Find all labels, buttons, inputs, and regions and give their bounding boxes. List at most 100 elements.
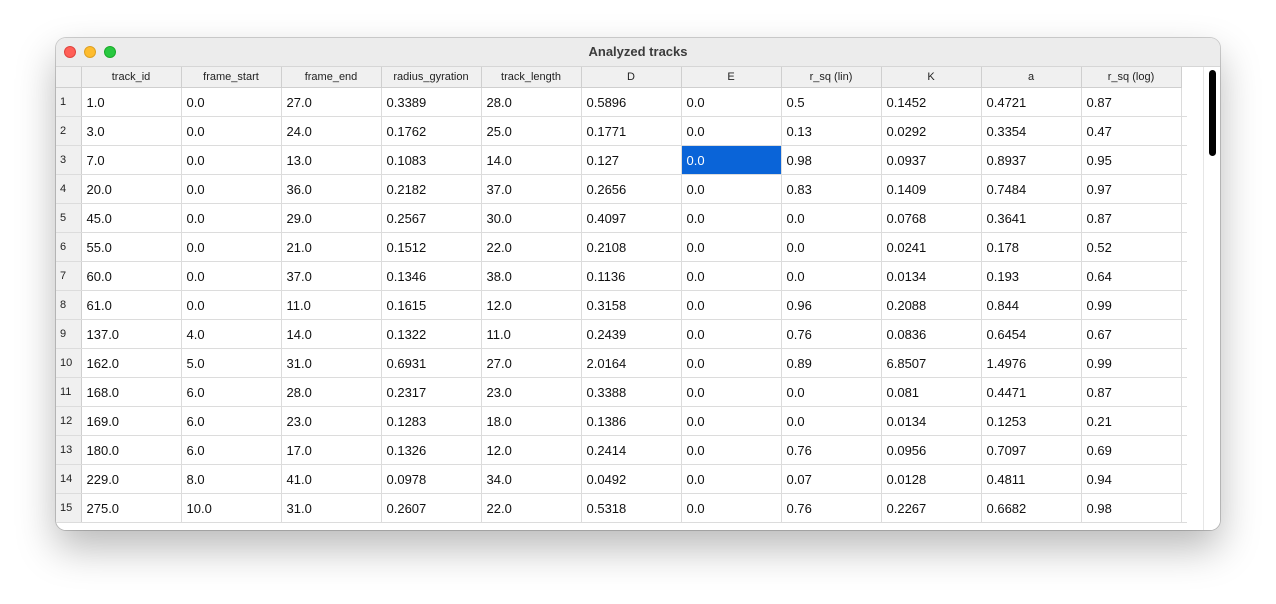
table-cell[interactable]: 17.0 — [281, 435, 382, 465]
table-cell[interactable]: 11.0 — [481, 319, 582, 349]
table-cell[interactable]: 0.3389 — [381, 87, 482, 117]
table-cell[interactable]: 28.0 — [481, 87, 582, 117]
table-cell[interactable]: 0.89 — [781, 348, 882, 378]
table-cell[interactable]: 22.0 — [481, 232, 582, 262]
table-cell[interactable]: 0.1615 — [381, 290, 482, 320]
table-cell[interactable]: 229.0 — [81, 464, 182, 494]
table-cell[interactable]: 0.0 — [681, 232, 782, 262]
table-cell[interactable]: 0.2088 — [881, 290, 982, 320]
table-cell[interactable]: 0.0241 — [881, 232, 982, 262]
table-cell[interactable]: 0.5 — [781, 87, 882, 117]
table-cell[interactable]: 23.0 — [281, 406, 382, 436]
table-cell[interactable]: 4.0 — [181, 319, 282, 349]
column-header[interactable]: radius_gyration — [381, 67, 482, 88]
table-cell[interactable]: 0.07 — [781, 464, 882, 494]
table-cell[interactable]: 1.4976 — [981, 348, 1082, 378]
table-cell[interactable]: 37.0 — [481, 174, 582, 204]
table-cell[interactable]: 0.5318 — [581, 493, 682, 523]
table-cell[interactable]: 0.0 — [781, 261, 882, 291]
table-cell[interactable]: 0.2656 — [581, 174, 682, 204]
table-cell[interactable]: 0.98 — [781, 145, 882, 175]
table-cell[interactable]: 0.2108 — [581, 232, 682, 262]
table-cell[interactable]: 0.0134 — [881, 261, 982, 291]
table-cell[interactable]: 0.1452 — [881, 87, 982, 117]
table-cell[interactable]: 0.0 — [781, 232, 882, 262]
table-cell[interactable]: 0.1762 — [381, 116, 482, 146]
table-cell[interactable]: 0.0 — [181, 145, 282, 175]
table-cell[interactable]: 0.1346 — [381, 261, 482, 291]
column-header[interactable]: r_sq (lin) — [781, 67, 882, 88]
minimize-window-button[interactable] — [84, 46, 96, 58]
table-cell[interactable]: 2.0164 — [581, 348, 682, 378]
table-cell[interactable]: 0.0 — [681, 319, 782, 349]
row-header[interactable]: 14 — [56, 464, 82, 494]
table-cell[interactable]: 0.193 — [981, 261, 1082, 291]
table-cell[interactable]: 0.127 — [581, 145, 682, 175]
table-cell[interactable]: 0.99 — [1081, 348, 1182, 378]
table-cell[interactable]: 0.76 — [781, 319, 882, 349]
column-header[interactable]: frame_start — [181, 67, 282, 88]
column-header[interactable]: frame_end — [281, 67, 382, 88]
table-cell[interactable]: 0.4471 — [981, 377, 1082, 407]
row-header[interactable]: 7 — [56, 261, 82, 291]
table-cell[interactable]: 0.0 — [181, 290, 282, 320]
table-cell[interactable]: 0.4811 — [981, 464, 1082, 494]
table-cell[interactable]: 0.0 — [181, 87, 282, 117]
table-cell[interactable]: 0.13 — [781, 116, 882, 146]
table-cell[interactable]: 0.2182 — [381, 174, 482, 204]
column-header[interactable]: E — [681, 67, 782, 88]
table-cell[interactable]: 0.1512 — [381, 232, 482, 262]
title-bar[interactable]: Analyzed tracks — [56, 38, 1220, 67]
table-cell[interactable]: 0.0 — [681, 493, 782, 523]
table-cell[interactable]: 168.0 — [81, 377, 182, 407]
table-cell[interactable]: 24.0 — [281, 116, 382, 146]
table-cell[interactable]: 55.0 — [81, 232, 182, 262]
table-cell[interactable]: 0.0 — [181, 261, 282, 291]
table-cell[interactable]: 0.87 — [1081, 87, 1182, 117]
table-cell[interactable]: 31.0 — [281, 493, 382, 523]
table-cell[interactable]: 0.0 — [681, 261, 782, 291]
table-cell[interactable]: 0.0 — [681, 145, 782, 175]
column-header[interactable]: track_id — [81, 67, 182, 88]
table-cell[interactable]: 0.2567 — [381, 203, 482, 233]
table-cell[interactable]: 0.0 — [181, 232, 282, 262]
table-cell[interactable]: 14.0 — [481, 145, 582, 175]
table-cell[interactable]: 0.2267 — [881, 493, 982, 523]
table-cell[interactable]: 169.0 — [81, 406, 182, 436]
table-cell[interactable]: 0.1083 — [381, 145, 482, 175]
table-cell[interactable]: 180.0 — [81, 435, 182, 465]
table-cell[interactable]: 0.081 — [881, 377, 982, 407]
row-header[interactable]: 4 — [56, 174, 82, 204]
table-cell[interactable]: 29.0 — [281, 203, 382, 233]
table-cell[interactable]: 0.1386 — [581, 406, 682, 436]
table-cell[interactable]: 0.76 — [781, 435, 882, 465]
table-cell[interactable]: 30.0 — [481, 203, 582, 233]
table-cell[interactable]: 31.0 — [281, 348, 382, 378]
table-cell[interactable]: 8.0 — [181, 464, 282, 494]
table-cell[interactable]: 0.2607 — [381, 493, 482, 523]
row-header[interactable]: 5 — [56, 203, 82, 233]
row-header[interactable]: 9 — [56, 319, 82, 349]
table-cell[interactable]: 13.0 — [281, 145, 382, 175]
table-cell[interactable]: 0.47 — [1081, 116, 1182, 146]
table-cell[interactable]: 0.96 — [781, 290, 882, 320]
table-cell[interactable]: 25.0 — [481, 116, 582, 146]
row-header[interactable]: 6 — [56, 232, 82, 262]
table-cell[interactable]: 0.0 — [181, 116, 282, 146]
table-cell[interactable]: 10.0 — [181, 493, 282, 523]
table-cell[interactable]: 0.0768 — [881, 203, 982, 233]
row-header[interactable]: 11 — [56, 377, 82, 407]
table-cell[interactable]: 0.4097 — [581, 203, 682, 233]
table-cell[interactable]: 6.0 — [181, 435, 282, 465]
table-cell[interactable]: 12.0 — [481, 435, 582, 465]
table-cell[interactable]: 0.3354 — [981, 116, 1082, 146]
column-header[interactable]: K — [881, 67, 982, 88]
table-cell[interactable]: 162.0 — [81, 348, 182, 378]
table-cell[interactable]: 0.0956 — [881, 435, 982, 465]
table-cell[interactable]: 0.67 — [1081, 319, 1182, 349]
table-cell[interactable]: 36.0 — [281, 174, 382, 204]
table-cell[interactable]: 0.0492 — [581, 464, 682, 494]
table-cell[interactable]: 0.0 — [681, 87, 782, 117]
table-cell[interactable]: 0.94 — [1081, 464, 1182, 494]
corner-button[interactable] — [56, 67, 82, 88]
